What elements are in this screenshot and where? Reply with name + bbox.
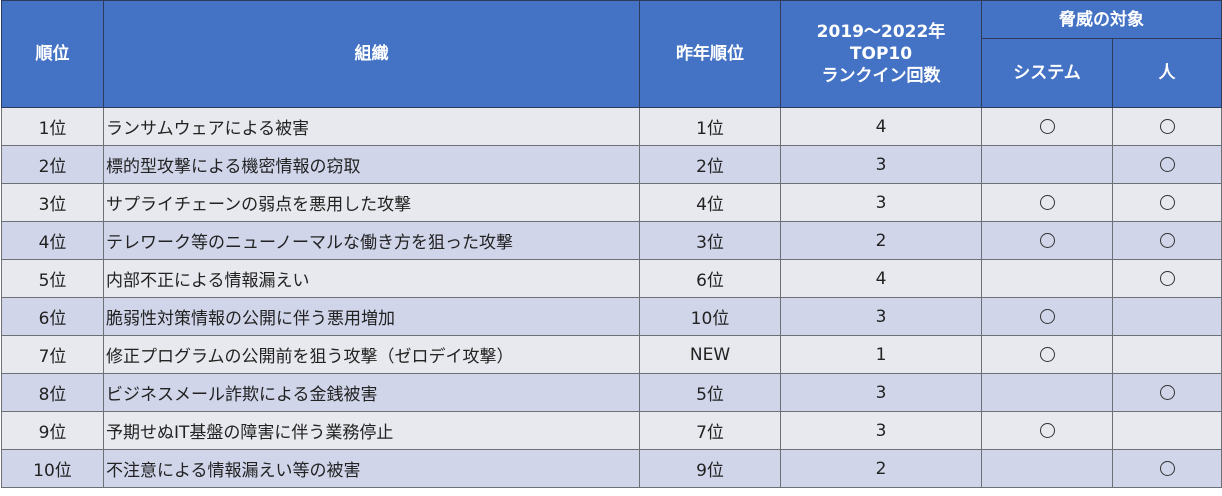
table-row: 5位 内部不正による情報漏えい 6位 4 (1, 259, 1222, 298)
top10-count-cell: 4 (780, 259, 982, 298)
person-target-cell (1112, 373, 1222, 412)
header-system: システム (981, 38, 1113, 108)
threat-cell: サプライチェーンの弱点を悪用した攻撃 (103, 183, 640, 222)
system-target-cell (981, 183, 1113, 222)
top10-count-cell: 3 (780, 411, 982, 450)
circle-mark-icon (1159, 195, 1175, 210)
person-target-cell (1112, 221, 1222, 260)
top10-count-cell: 3 (780, 145, 982, 184)
threat-cell: 内部不正による情報漏えい (103, 259, 640, 298)
threat-cell: 標的型攻撃による機密情報の窃取 (103, 145, 640, 184)
previous-rank-cell: 6位 (639, 259, 781, 298)
threat-cell: 脆弱性対策情報の公開に伴う悪用増加 (103, 297, 640, 336)
person-target-cell (1112, 107, 1222, 146)
system-target-cell (981, 145, 1113, 184)
system-target-cell (981, 373, 1113, 412)
system-target-cell (981, 297, 1113, 336)
circle-mark-icon (1039, 309, 1055, 324)
threat-cell: 不注意による情報漏えい等の被害 (103, 449, 640, 488)
person-target-cell (1112, 297, 1222, 336)
table-row: 7位 修正プログラムの公開前を狙う攻撃（ゼロデイ攻撃） NEW 1 (1, 335, 1222, 374)
table-row: 2位 標的型攻撃による機密情報の窃取 2位 3 (1, 145, 1222, 184)
header-organization: 組織 (103, 0, 640, 108)
header-top10-count-line2: TOP10 (849, 44, 913, 64)
system-target-cell (981, 411, 1113, 450)
threat-cell: テレワーク等のニューノーマルな働き方を狙った攻撃 (103, 221, 640, 260)
rank-cell: 2位 (1, 145, 104, 184)
table-row: 3位 サプライチェーンの弱点を悪用した攻撃 4位 3 (1, 183, 1222, 222)
system-target-cell (981, 449, 1113, 488)
previous-rank-cell: 7位 (639, 411, 781, 450)
previous-rank-cell: 4位 (639, 183, 781, 222)
header-rank: 順位 (1, 0, 104, 108)
previous-rank-cell: 9位 (639, 449, 781, 488)
rank-cell: 5位 (1, 259, 104, 298)
previous-rank-cell: 5位 (639, 373, 781, 412)
circle-mark-icon (1039, 119, 1055, 134)
header-top10-count-line1: 2019～2022年 (816, 22, 946, 42)
threat-cell: ランサムウェアによる被害 (103, 107, 640, 146)
header-previous-rank: 昨年順位 (639, 0, 781, 108)
circle-mark-icon (1159, 461, 1175, 476)
system-target-cell (981, 107, 1113, 146)
header-threat-target: 脅威の対象 (981, 0, 1222, 39)
table-row: 10位 不注意による情報漏えい等の被害 9位 2 (1, 449, 1222, 488)
system-target-cell (981, 335, 1113, 374)
person-target-cell (1112, 145, 1222, 184)
person-target-cell (1112, 411, 1222, 450)
rank-cell: 4位 (1, 221, 104, 260)
rank-cell: 3位 (1, 183, 104, 222)
circle-mark-icon (1039, 195, 1055, 210)
table-row: 1位 ランサムウェアによる被害 1位 4 (1, 107, 1222, 146)
threat-cell: 予期せぬIT基盤の障害に伴う業務停止 (103, 411, 640, 450)
top10-count-cell: 3 (780, 183, 982, 222)
top10-count-cell: 3 (780, 297, 982, 336)
table-row: 6位 脆弱性対策情報の公開に伴う悪用増加 10位 3 (1, 297, 1222, 336)
rank-cell: 7位 (1, 335, 104, 374)
system-target-cell (981, 259, 1113, 298)
table-row: 9位 予期せぬIT基盤の障害に伴う業務停止 7位 3 (1, 411, 1222, 450)
system-target-cell (981, 221, 1113, 260)
rank-cell: 9位 (1, 411, 104, 450)
table-body: 1位 ランサムウェアによる被害 1位 4 2位 標的型攻撃による機密情報の窃取 2位 3 3位サ… (1, 107, 1222, 488)
person-target-cell (1112, 335, 1222, 374)
header-person: 人 (1112, 38, 1222, 108)
circle-mark-icon (1159, 385, 1175, 400)
rank-cell: 8位 (1, 373, 104, 412)
rank-cell: 10位 (1, 449, 104, 488)
circle-mark-icon (1159, 271, 1175, 286)
threat-cell: 修正プログラムの公開前を狙う攻撃（ゼロデイ攻撃） (103, 335, 640, 374)
circle-mark-icon (1159, 157, 1175, 172)
previous-rank-cell: 3位 (639, 221, 781, 260)
top10-count-cell: 2 (780, 449, 982, 488)
table-row: 4位 テレワーク等のニューノーマルな働き方を狙った攻撃 3位 2 (1, 221, 1222, 260)
top10-count-cell: 1 (780, 335, 982, 374)
top10-count-cell: 3 (780, 373, 982, 412)
rank-cell: 6位 (1, 297, 104, 336)
circle-mark-icon (1039, 423, 1055, 438)
threat-cell: ビジネスメール詐欺による金銭被害 (103, 373, 640, 412)
rank-cell: 1位 (1, 107, 104, 146)
previous-rank-cell: 2位 (639, 145, 781, 184)
circle-mark-icon (1159, 233, 1175, 248)
circle-mark-icon (1159, 119, 1175, 134)
header-top10-count: 2019～2022年 TOP10 ランクイン回数 (780, 0, 982, 108)
person-target-cell (1112, 183, 1222, 222)
previous-rank-cell: NEW (639, 335, 781, 374)
top10-count-cell: 4 (780, 107, 982, 146)
table-row: 8位 ビジネスメール詐欺による金銭被害 5位 3 (1, 373, 1222, 412)
previous-rank-cell: 10位 (639, 297, 781, 336)
header-top10-count-line3: ランクイン回数 (821, 66, 941, 86)
person-target-cell (1112, 259, 1222, 298)
circle-mark-icon (1039, 347, 1055, 362)
top10-count-cell: 2 (780, 221, 982, 260)
person-target-cell (1112, 449, 1222, 488)
circle-mark-icon (1039, 233, 1055, 248)
previous-rank-cell: 1位 (639, 107, 781, 146)
